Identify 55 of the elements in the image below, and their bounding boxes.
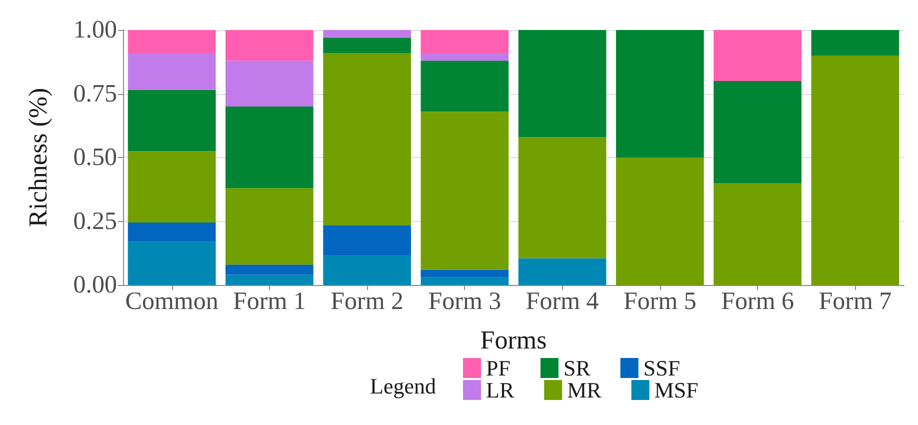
- bar: [518, 30, 606, 138]
- legend-label: SR: [563, 356, 591, 380]
- bar: [420, 60, 509, 112]
- legend-label: MR: [567, 378, 602, 402]
- bar: [226, 264, 314, 275]
- bar: [323, 52, 411, 226]
- bar: [420, 112, 509, 270]
- bar: [616, 30, 704, 158]
- bar: [226, 188, 314, 265]
- y-tick-label: 0.25: [73, 208, 117, 235]
- x-tick-label: Form 4: [526, 288, 600, 315]
- bar: [714, 30, 802, 81]
- bar: [128, 90, 216, 152]
- bar: [323, 38, 411, 53]
- bar: [128, 242, 216, 285]
- bar: [323, 30, 411, 38]
- bar: [128, 222, 216, 242]
- y-tick-label: 0.50: [73, 144, 117, 171]
- bar: [420, 52, 509, 61]
- legend-label: LR: [486, 378, 514, 402]
- x-tick-label: Common: [125, 288, 219, 315]
- y-axis-title: Richness (%): [24, 88, 52, 228]
- x-tick-label: Form 2: [330, 288, 404, 315]
- bar: [128, 151, 216, 223]
- legend-title: Legend: [370, 374, 436, 398]
- bar: [616, 158, 704, 285]
- bar: [323, 225, 411, 256]
- bar: [518, 258, 606, 285]
- x-tick-label: Form 3: [428, 288, 502, 315]
- bar: [811, 30, 900, 56]
- y-tick-label: 0.00: [73, 272, 117, 298]
- bar: [226, 106, 314, 188]
- y-tick-label: 0.75: [73, 80, 117, 108]
- x-tick-label: Form 7: [818, 288, 892, 315]
- bar: [518, 137, 606, 258]
- y-tick-label: 1.00: [73, 16, 117, 44]
- legend-label: MSF: [654, 378, 698, 402]
- bar: [128, 52, 216, 90]
- x-axis-title: Forms: [480, 326, 547, 354]
- bar: [714, 183, 802, 285]
- bar: [226, 30, 314, 61]
- legend-label: SSF: [643, 356, 680, 380]
- bar: [420, 277, 509, 285]
- x-tick-label: Form 1: [232, 288, 306, 315]
- bar: [811, 56, 900, 285]
- bar: [420, 270, 509, 278]
- x-tick-label: Form 6: [721, 288, 794, 315]
- bar: [128, 30, 216, 53]
- bar: [226, 274, 314, 285]
- bar: [226, 60, 314, 106]
- bar: [420, 30, 509, 53]
- x-tick-label: Form 5: [623, 288, 696, 315]
- bar: [714, 81, 802, 183]
- legend-label: PF: [486, 356, 510, 380]
- bar: [323, 256, 411, 285]
